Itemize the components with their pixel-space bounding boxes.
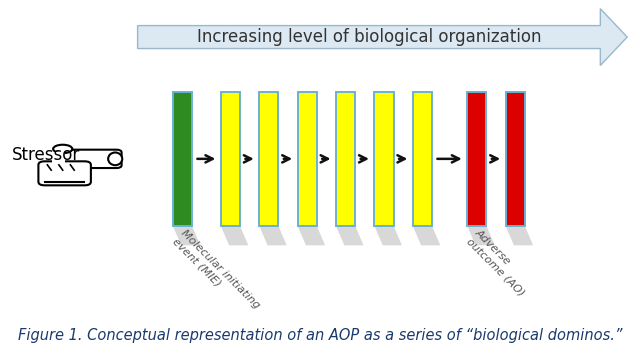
FancyBboxPatch shape — [59, 150, 122, 168]
Bar — [506, 92, 525, 226]
Ellipse shape — [108, 152, 122, 165]
Bar — [298, 92, 317, 226]
Text: Stressor: Stressor — [12, 146, 80, 164]
Polygon shape — [467, 226, 495, 245]
Polygon shape — [259, 226, 287, 245]
Ellipse shape — [53, 145, 72, 153]
Bar — [52, 152, 65, 165]
FancyBboxPatch shape — [38, 161, 91, 185]
Bar — [336, 92, 355, 226]
Bar — [467, 92, 486, 226]
Polygon shape — [506, 226, 533, 245]
Bar — [374, 92, 394, 226]
Text: Increasing level of biological organization: Increasing level of biological organizat… — [196, 28, 541, 46]
Bar — [173, 92, 192, 226]
Bar — [221, 92, 240, 226]
Bar — [259, 92, 278, 226]
Polygon shape — [298, 226, 325, 245]
Text: Figure 1. Conceptual representation of an AOP as a series of “biological dominos: Figure 1. Conceptual representation of a… — [18, 328, 622, 343]
Text: Adverse
outcome (AO): Adverse outcome (AO) — [465, 228, 534, 298]
Polygon shape — [173, 226, 200, 245]
Polygon shape — [336, 226, 364, 245]
Polygon shape — [413, 226, 440, 245]
Polygon shape — [374, 226, 402, 245]
Text: Molecular initiating
event (MIE): Molecular initiating event (MIE) — [170, 228, 261, 318]
Polygon shape — [221, 226, 248, 245]
Polygon shape — [138, 8, 627, 65]
Bar — [413, 92, 432, 226]
